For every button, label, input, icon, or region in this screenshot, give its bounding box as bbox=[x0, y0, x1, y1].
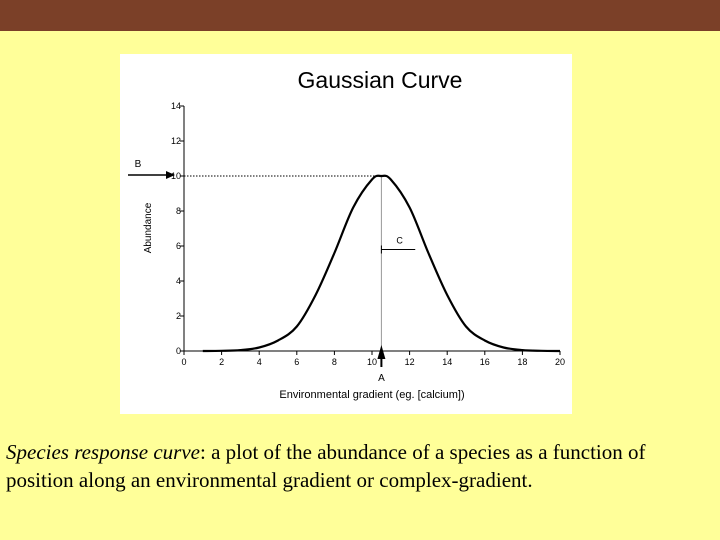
y-tick-label: 4 bbox=[176, 276, 181, 286]
x-tick-label: 12 bbox=[405, 357, 415, 367]
gaussian-curve-line bbox=[202, 174, 561, 353]
x-tick-label: 6 bbox=[294, 357, 299, 367]
x-tick-label: 10 bbox=[367, 357, 377, 367]
y-tick-label: 0 bbox=[176, 346, 181, 356]
optimum-arrowhead bbox=[377, 345, 386, 359]
y-tick-label: 10 bbox=[171, 171, 181, 181]
x-tick-label: 4 bbox=[257, 357, 262, 367]
chart-title: Gaussian Curve bbox=[298, 67, 463, 93]
axes bbox=[183, 106, 560, 352]
x-tick-label: 16 bbox=[480, 357, 490, 367]
x-tick-label: 0 bbox=[181, 357, 186, 367]
y-axis-label: Abundance bbox=[143, 202, 154, 253]
x-tick-label: 20 bbox=[555, 357, 565, 367]
y-tick-label: 2 bbox=[176, 311, 181, 321]
y-tick-label: 14 bbox=[171, 101, 181, 111]
chart-panel: Gaussian Curve 0 2 4 6 8 10 12 14 0 2 4 6 8 10 12 14 16… bbox=[120, 54, 572, 414]
annotations: B A C bbox=[128, 159, 416, 384]
max-abundance-arrowhead bbox=[166, 171, 175, 179]
caption-text: : a plot of the abundance of a species a… bbox=[6, 440, 646, 492]
x-tick-label: 18 bbox=[517, 357, 527, 367]
header-bar bbox=[0, 0, 720, 31]
y-ticks: 0 2 4 6 8 10 12 14 bbox=[171, 101, 184, 356]
x-axis-label: Environmental gradient (eg. [calcium]) bbox=[279, 389, 464, 401]
x-tick-label: 2 bbox=[219, 357, 224, 367]
x-ticks: 0 2 4 6 8 10 12 14 16 18 20 bbox=[181, 351, 565, 367]
x-tick-label: 14 bbox=[442, 357, 452, 367]
max-abundance-label: B bbox=[135, 159, 142, 170]
optimum-label: A bbox=[378, 373, 385, 384]
caption: Species response curve: a plot of the ab… bbox=[6, 438, 718, 494]
y-tick-label: 8 bbox=[176, 206, 181, 216]
caption-term: Species response curve bbox=[6, 440, 200, 464]
tolerance-label: C bbox=[396, 236, 403, 246]
x-tick-label: 8 bbox=[332, 357, 337, 367]
y-tick-label: 6 bbox=[176, 241, 181, 251]
y-tick-label: 12 bbox=[171, 136, 181, 146]
gaussian-chart: Gaussian Curve 0 2 4 6 8 10 12 14 0 2 4 6 8 10 12 14 16… bbox=[128, 67, 565, 401]
